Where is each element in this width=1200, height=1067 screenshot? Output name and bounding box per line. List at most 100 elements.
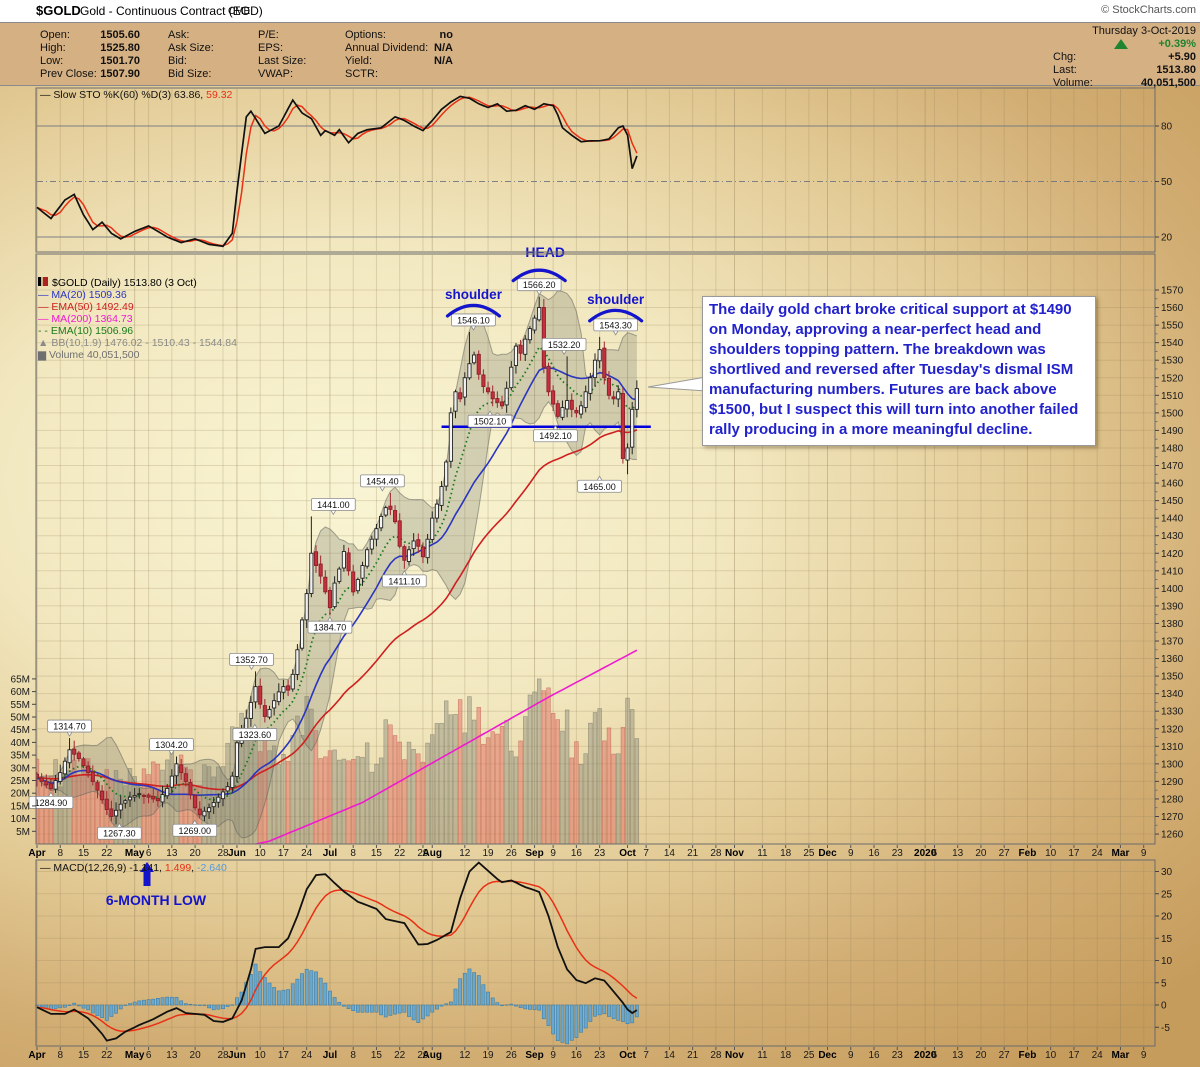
ma200-line (252, 649, 638, 844)
svg-text:5M: 5M (16, 827, 30, 838)
svg-text:1314.70: 1314.70 (53, 722, 86, 732)
symbol-description: Gold - Continuous Contract (EOD) (80, 4, 263, 18)
price-callout (467, 414, 513, 428)
x-tick-label: 16 (868, 1050, 880, 1061)
svg-text:1441.00: 1441.00 (317, 500, 350, 510)
x-tick-label: 11 (757, 1050, 768, 1061)
pattern-arc (588, 308, 644, 323)
x-tick-label: 8 (350, 848, 356, 859)
price-callout (229, 652, 274, 666)
bidsize-label: Bid Size: (168, 68, 212, 80)
vwap-label: VWAP: (258, 68, 294, 80)
svg-text:45M: 45M (11, 725, 30, 736)
x-tick-label: 23 (594, 1050, 606, 1061)
svg-text:1400: 1400 (1161, 584, 1184, 595)
last-value: 1513.80 (1156, 64, 1196, 76)
x-tick-label: 13 (952, 1050, 964, 1061)
x-tick-label: Jun (228, 848, 246, 859)
pattern-arc (445, 303, 502, 318)
svg-text:50: 50 (1161, 177, 1173, 188)
svg-text:1330: 1330 (1161, 707, 1184, 718)
x-tick-label: 22 (394, 1050, 406, 1061)
x-tick-label: Mar (1112, 1050, 1130, 1061)
x-tick-label: 20 (975, 848, 987, 859)
pe-label: P/E: (258, 29, 279, 41)
options-label: Options: (345, 29, 386, 41)
x-tick-label: 9 (550, 848, 556, 859)
svg-text:20: 20 (1161, 233, 1173, 244)
sto-percent-d-line (36, 96, 638, 247)
svg-text:1470: 1470 (1161, 461, 1184, 472)
svg-text:10: 10 (1161, 956, 1173, 967)
svg-text:10M: 10M (11, 814, 30, 825)
svg-text:35M: 35M (11, 751, 30, 762)
x-tick-label: 16 (571, 1050, 583, 1061)
x-tick-label: 27 (999, 1050, 1011, 1061)
legend-row: ▲ BB(10,1.9) 1476.02 - 1510.43 - 1544.84 (38, 337, 237, 349)
ema50-line (36, 429, 638, 791)
svg-text:1350: 1350 (1161, 672, 1184, 683)
price-callout (360, 474, 405, 488)
svg-text:1430: 1430 (1161, 531, 1184, 542)
svg-text:5: 5 (1161, 978, 1167, 989)
candlestick-icon (38, 277, 43, 286)
x-tick-label: Nov (725, 848, 744, 859)
eps-label: EPS: (258, 42, 284, 54)
svg-text:0: 0 (1161, 1001, 1167, 1012)
volume-label: Volume: (1053, 77, 1093, 89)
x-tick-label: Mar (1112, 848, 1130, 859)
x-tick-label: 28 (710, 1050, 722, 1061)
low-label: Low: (40, 55, 64, 67)
price-callout (149, 738, 194, 751)
x-tick-label: 21 (687, 1050, 699, 1061)
legend-row: - - EMA(10) 1506.96 (38, 325, 134, 337)
prevclose-label: Prev Close: (40, 68, 97, 80)
x-tick-label: Apr (28, 1050, 45, 1061)
yield-label: Yield: (345, 55, 373, 67)
svg-text:1420: 1420 (1161, 549, 1184, 560)
lastsize-label: Last Size: (258, 55, 307, 67)
svg-text:1411.10: 1411.10 (388, 576, 420, 586)
legend-row: ▆ Volume 40,051,500 (38, 349, 140, 361)
x-tick-label: Nov (725, 1050, 744, 1061)
svg-text:1502.10: 1502.10 (474, 417, 507, 427)
x-tick-label: 12 (459, 848, 471, 859)
asksize-label: Ask Size: (168, 42, 214, 54)
svg-text:1440: 1440 (1161, 514, 1184, 525)
x-tick-label: 14 (664, 1050, 676, 1061)
x-tick-label: 26 (506, 848, 518, 859)
dividend-label: Annual Dividend: (345, 42, 429, 54)
x-tick-label: 28 (217, 848, 229, 859)
x-tick-label: 13 (166, 848, 178, 859)
svg-text:20: 20 (1161, 912, 1173, 923)
x-tick-label: May (125, 848, 145, 859)
x-tick-label: 24 (301, 1050, 313, 1061)
x-tick-label: 6 (146, 848, 152, 859)
percent-change: +0.39% (1158, 38, 1196, 50)
svg-text:1300: 1300 (1161, 759, 1184, 770)
price-callout (311, 497, 356, 511)
x-tick-label: 19 (482, 1050, 494, 1061)
svg-text:1540: 1540 (1161, 338, 1184, 349)
x-tick-label: 12 (459, 1050, 471, 1061)
x-tick-label: 28 (217, 1050, 229, 1061)
svg-text:30: 30 (1161, 867, 1173, 878)
x-tick-label: 15 (371, 1050, 383, 1061)
svg-text:1460: 1460 (1161, 479, 1184, 490)
sto-percent-k-line (36, 95, 638, 248)
sto-indicator-legend: ― Slow STO %K(60) %D(3) 63.86, 59.32 (40, 89, 232, 101)
svg-text:1490: 1490 (1161, 426, 1184, 437)
x-tick-label: 19 (482, 848, 494, 859)
x-tick-label: 20 (975, 1050, 987, 1061)
x-tick-label: 26 (506, 1050, 518, 1061)
x-tick-label: Aug (423, 1050, 442, 1061)
svg-text:1450: 1450 (1161, 496, 1184, 507)
svg-text:1360: 1360 (1161, 654, 1184, 665)
x-tick-label: 21 (687, 848, 699, 859)
sctr-label: SCTR: (345, 68, 378, 80)
x-tick-label: 15 (371, 848, 383, 859)
legend-row: — MA(200) 1364.73 (38, 313, 133, 325)
x-tick-label: 2020 (914, 1050, 937, 1061)
x-tick-label: 6 (146, 1050, 152, 1061)
yield-value: N/A (434, 55, 453, 67)
